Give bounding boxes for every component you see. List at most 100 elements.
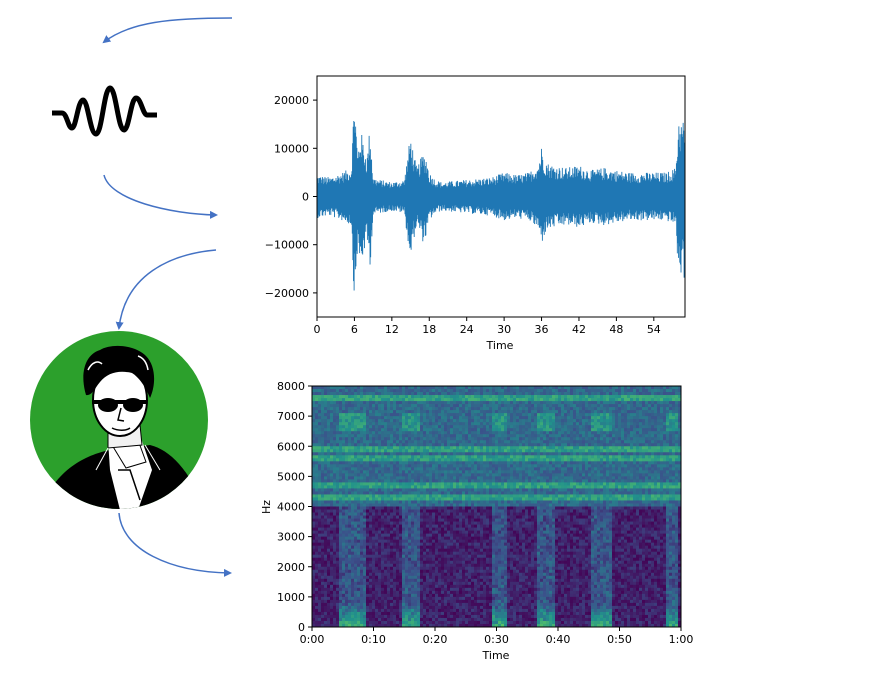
spectrogram-cell bbox=[405, 512, 409, 516]
spectrogram-cell bbox=[444, 536, 448, 541]
spectrogram-cell bbox=[432, 620, 436, 625]
spectrogram-cell bbox=[420, 410, 424, 414]
spectrogram-cell bbox=[447, 398, 451, 402]
spectrogram-cell bbox=[381, 455, 385, 459]
spectrogram-cell bbox=[387, 512, 391, 516]
spectrogram-cell bbox=[459, 449, 463, 453]
spectrogram-cell bbox=[429, 509, 433, 513]
spectrogram-cell bbox=[411, 452, 415, 456]
spectrogram-cell bbox=[456, 527, 460, 531]
spectrogram-cell bbox=[399, 488, 403, 492]
spectrogram-cell bbox=[351, 623, 355, 627]
spectrogram-cell bbox=[465, 425, 469, 429]
spectrogram-cell bbox=[417, 521, 421, 525]
spectrogram-cell bbox=[405, 590, 409, 595]
spectrogram-cell bbox=[465, 554, 469, 559]
spectrogram-cell bbox=[432, 461, 436, 465]
spectrogram-cell bbox=[423, 440, 427, 444]
spectrogram-cell bbox=[315, 395, 319, 399]
spectrogram-cell bbox=[420, 413, 424, 417]
spectrogram-cell bbox=[462, 428, 466, 432]
spectrogram-cell bbox=[492, 503, 496, 507]
spectrogram-cell bbox=[321, 605, 325, 610]
spectrogram-cell bbox=[342, 593, 346, 598]
spectrogram-cell bbox=[456, 470, 460, 474]
spectrogram-cell bbox=[429, 398, 433, 402]
spectrogram-cell bbox=[324, 605, 328, 610]
spectrogram-cell bbox=[327, 617, 331, 622]
spectrogram-cell bbox=[351, 506, 355, 510]
spectrogram-cell bbox=[321, 392, 325, 396]
spectrogram-cell bbox=[462, 566, 466, 571]
spectrogram-cell bbox=[462, 551, 466, 556]
spectrogram-cell bbox=[366, 563, 370, 568]
spectrogram-cell bbox=[432, 599, 436, 604]
spectrogram-cell bbox=[405, 401, 409, 405]
spectrogram-cell bbox=[348, 560, 352, 565]
spectrogram-cell bbox=[495, 542, 499, 547]
spectrogram-cell bbox=[396, 413, 400, 417]
spectrogram-cell bbox=[405, 503, 409, 507]
spectrogram-cell bbox=[435, 578, 439, 583]
spectrogram-cell bbox=[489, 620, 493, 625]
spectrogram-cell bbox=[402, 527, 406, 531]
spectrogram-cell bbox=[456, 437, 460, 441]
spectrogram-cell bbox=[423, 467, 427, 471]
spectrogram-cell bbox=[480, 530, 484, 535]
spectrogram-cell bbox=[315, 551, 319, 556]
spectrogram-cell bbox=[318, 557, 322, 562]
spectrogram-cell bbox=[396, 584, 400, 589]
spectrogram-cell bbox=[399, 554, 403, 559]
spectrogram-cell bbox=[417, 473, 421, 477]
spectrogram-cell bbox=[453, 521, 457, 525]
spectrogram-cell bbox=[435, 605, 439, 610]
spectrogram-cell bbox=[342, 395, 346, 399]
spectrogram-cell bbox=[324, 422, 328, 426]
spectrogram-cell bbox=[495, 497, 499, 501]
spectrogram-cell bbox=[339, 446, 343, 450]
spectrogram-cell bbox=[390, 437, 394, 441]
spectrogram-cell bbox=[462, 581, 466, 586]
spectrogram-cell bbox=[321, 527, 325, 531]
spectrogram-cell bbox=[408, 437, 412, 441]
spectrogram-cell bbox=[447, 434, 451, 438]
spectrogram-cell bbox=[333, 473, 337, 477]
spectrogram-cell bbox=[345, 608, 349, 613]
spectrogram-cell bbox=[321, 542, 325, 547]
spectrogram-cell bbox=[372, 437, 376, 441]
spectrogram-cell bbox=[318, 431, 322, 435]
spectrogram-cell bbox=[465, 581, 469, 586]
spectrogram-cell bbox=[357, 452, 361, 456]
spectrogram-cell bbox=[342, 407, 346, 411]
spectrogram-cell bbox=[468, 491, 472, 495]
spectrogram-cell bbox=[366, 608, 370, 613]
spectrogram-cell bbox=[369, 620, 373, 625]
spectrogram-cell bbox=[468, 404, 472, 408]
spectrogram-cell bbox=[471, 500, 475, 504]
spectrogram-cell bbox=[423, 536, 427, 541]
spectrogram-cell bbox=[366, 470, 370, 474]
spectrogram-cell bbox=[381, 566, 385, 571]
spectrogram-cell bbox=[396, 509, 400, 513]
spectrogram-cell bbox=[348, 569, 352, 574]
spectrogram-cell bbox=[345, 389, 349, 393]
spectrogram-cell bbox=[333, 389, 337, 393]
spectrogram-cell bbox=[381, 464, 385, 468]
spectrogram-cell bbox=[495, 536, 499, 541]
spectrogram-cell bbox=[477, 488, 481, 492]
spectrogram-cell bbox=[405, 443, 409, 447]
spectrogram-cell bbox=[375, 467, 379, 471]
spectrogram-cell bbox=[423, 407, 427, 411]
spectrogram-cell bbox=[321, 524, 325, 528]
spectrogram-cell bbox=[369, 452, 373, 456]
spectrogram-cell bbox=[444, 572, 448, 577]
spectrogram-cell bbox=[321, 470, 325, 474]
spectrogram-cell bbox=[426, 572, 430, 577]
spectrogram-cell bbox=[393, 587, 397, 592]
spectrogram-cell bbox=[456, 608, 460, 613]
spectrogram-cell bbox=[345, 551, 349, 556]
spectrogram-cell bbox=[462, 419, 466, 423]
spectrogram-cell bbox=[336, 443, 340, 447]
spectrogram-cell bbox=[465, 602, 469, 607]
spectrogram-cell bbox=[414, 509, 418, 513]
